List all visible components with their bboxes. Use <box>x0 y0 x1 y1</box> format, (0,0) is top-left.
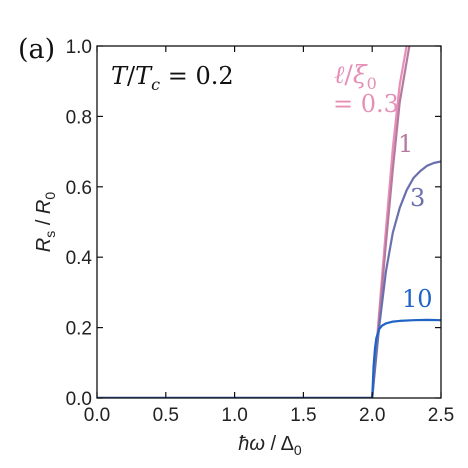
series-label-0: = 0.3 <box>333 90 399 118</box>
x-tick-label: 1.0 <box>221 405 247 426</box>
legend-header: ℓ/ξ0 <box>334 60 377 93</box>
y-ticks: 0.0 0.2 0.4 0.6 0.8 1.0 <box>66 37 441 410</box>
x-tick-label: 0.0 <box>84 405 110 426</box>
series-label-1: 1 <box>398 130 413 158</box>
series-line-0 <box>97 46 408 398</box>
y-tick-label: 0.4 <box>66 248 93 269</box>
series-line-2 <box>97 160 441 398</box>
series-line-1 <box>97 46 411 398</box>
y-axis-label: Rs / R0 <box>33 192 58 253</box>
panel-label: (a) <box>18 34 55 65</box>
x-tick-label: 1.5 <box>290 405 316 426</box>
y-tick-label: 1.0 <box>66 37 92 58</box>
x-tick-label: 2.0 <box>359 405 385 426</box>
y-tick-label: 0.6 <box>66 178 92 199</box>
y-tick-label: 0.0 <box>66 389 92 410</box>
plot-frame <box>96 45 442 399</box>
y-tick-label: 0.2 <box>66 319 92 340</box>
series-label-2: 3 <box>410 184 425 212</box>
y-tick-label: 0.8 <box>66 107 92 128</box>
x-tick-label: 0.5 <box>153 405 179 426</box>
x-ticks: 0.0 0.5 1.0 1.5 2.0 2.5 <box>84 46 454 426</box>
series-label-3: 10 <box>402 285 433 313</box>
x-tick-label: 2.5 <box>428 405 454 426</box>
series-group <box>97 46 441 398</box>
series-line-3 <box>97 318 441 398</box>
temperature-annotation: T/Tc = 0.2 <box>111 62 234 94</box>
x-axis-label: ħω / Δ0 <box>238 433 302 458</box>
